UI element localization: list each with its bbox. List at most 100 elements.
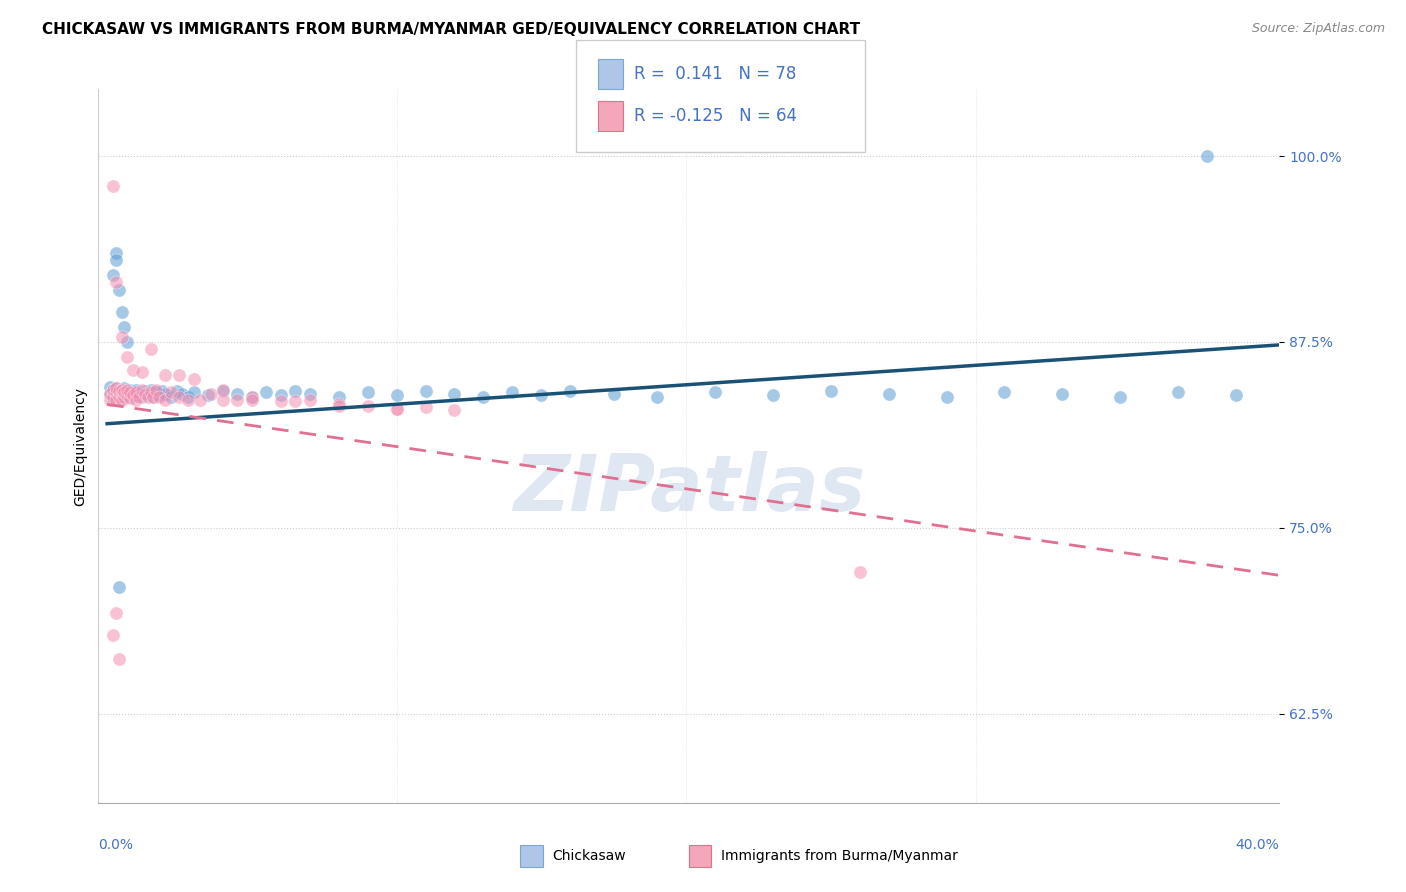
Point bbox=[848, 566, 870, 580]
Point bbox=[284, 394, 307, 409]
Point bbox=[172, 387, 194, 401]
Point bbox=[110, 385, 132, 400]
Point bbox=[159, 390, 181, 404]
Point bbox=[530, 388, 553, 402]
Point bbox=[104, 381, 127, 395]
Point bbox=[104, 276, 127, 290]
Point bbox=[443, 403, 465, 417]
Point bbox=[148, 388, 170, 402]
Point bbox=[212, 383, 235, 397]
Point bbox=[704, 385, 727, 400]
Point bbox=[117, 388, 139, 402]
Point bbox=[443, 387, 465, 401]
Text: R =  0.141   N = 78: R = 0.141 N = 78 bbox=[634, 65, 796, 83]
Point bbox=[110, 330, 132, 344]
Point bbox=[177, 390, 200, 404]
Point bbox=[104, 385, 127, 400]
Point bbox=[177, 392, 200, 407]
Point bbox=[101, 392, 124, 407]
Point bbox=[139, 343, 162, 357]
Point bbox=[153, 368, 176, 382]
Point bbox=[101, 390, 124, 404]
Point bbox=[104, 392, 127, 407]
Point bbox=[117, 350, 139, 364]
Point bbox=[128, 387, 150, 401]
Point bbox=[240, 390, 263, 404]
Point bbox=[117, 383, 139, 397]
Point bbox=[136, 390, 159, 404]
Point bbox=[415, 384, 437, 398]
Point bbox=[104, 253, 127, 268]
Point bbox=[125, 385, 148, 400]
Point bbox=[114, 381, 136, 395]
Point bbox=[98, 387, 121, 401]
Point bbox=[1167, 385, 1189, 400]
Point bbox=[385, 401, 408, 416]
Point bbox=[122, 388, 145, 402]
Point bbox=[200, 387, 222, 401]
Point bbox=[183, 385, 205, 400]
Point bbox=[101, 268, 124, 282]
Point bbox=[122, 363, 145, 377]
Point bbox=[145, 385, 167, 400]
Point bbox=[110, 383, 132, 397]
Point bbox=[150, 384, 173, 398]
Point bbox=[153, 387, 176, 401]
Point bbox=[107, 384, 129, 398]
Point bbox=[415, 401, 437, 415]
Point bbox=[501, 385, 523, 400]
Point bbox=[188, 392, 211, 407]
Point bbox=[270, 388, 292, 402]
Point bbox=[284, 384, 307, 398]
Point bbox=[153, 392, 176, 407]
Text: 40.0%: 40.0% bbox=[1236, 838, 1279, 853]
Text: R = -0.125   N = 64: R = -0.125 N = 64 bbox=[634, 107, 797, 125]
Point bbox=[107, 390, 129, 404]
Point bbox=[212, 392, 235, 407]
Point bbox=[328, 397, 350, 411]
Point bbox=[935, 390, 957, 404]
Point bbox=[166, 384, 188, 398]
Point bbox=[645, 390, 668, 404]
Point bbox=[472, 390, 495, 404]
Point bbox=[110, 387, 132, 401]
Point bbox=[356, 385, 378, 400]
Point bbox=[240, 392, 263, 407]
Point bbox=[385, 401, 408, 416]
Point bbox=[877, 387, 900, 401]
Point bbox=[298, 387, 321, 401]
Point bbox=[117, 334, 139, 349]
Point bbox=[328, 390, 350, 404]
Point bbox=[104, 390, 127, 404]
Point bbox=[98, 379, 121, 393]
Point bbox=[212, 384, 235, 398]
Point bbox=[254, 385, 277, 400]
Point bbox=[114, 385, 136, 400]
Point bbox=[110, 383, 132, 397]
Point bbox=[107, 387, 129, 401]
Point bbox=[101, 383, 124, 397]
Point bbox=[131, 390, 153, 404]
Point bbox=[98, 392, 121, 407]
Point bbox=[101, 178, 124, 193]
Point bbox=[117, 384, 139, 398]
Point bbox=[298, 392, 321, 407]
Text: 0.0%: 0.0% bbox=[98, 838, 134, 853]
Point bbox=[134, 387, 156, 401]
Point bbox=[114, 320, 136, 334]
Point bbox=[107, 580, 129, 594]
Point bbox=[110, 392, 132, 407]
Point bbox=[1225, 388, 1247, 402]
Point bbox=[560, 384, 582, 398]
Point bbox=[131, 365, 153, 379]
Text: ZIPatlas: ZIPatlas bbox=[513, 450, 865, 527]
Point bbox=[107, 384, 129, 398]
Point bbox=[114, 390, 136, 404]
Text: Immigrants from Burma/Myanmar: Immigrants from Burma/Myanmar bbox=[721, 849, 957, 863]
Point bbox=[226, 392, 249, 407]
Y-axis label: GED/Equivalency: GED/Equivalency bbox=[73, 386, 87, 506]
Point bbox=[107, 283, 129, 297]
Point bbox=[148, 390, 170, 404]
Point bbox=[125, 392, 148, 407]
Point bbox=[125, 388, 148, 402]
